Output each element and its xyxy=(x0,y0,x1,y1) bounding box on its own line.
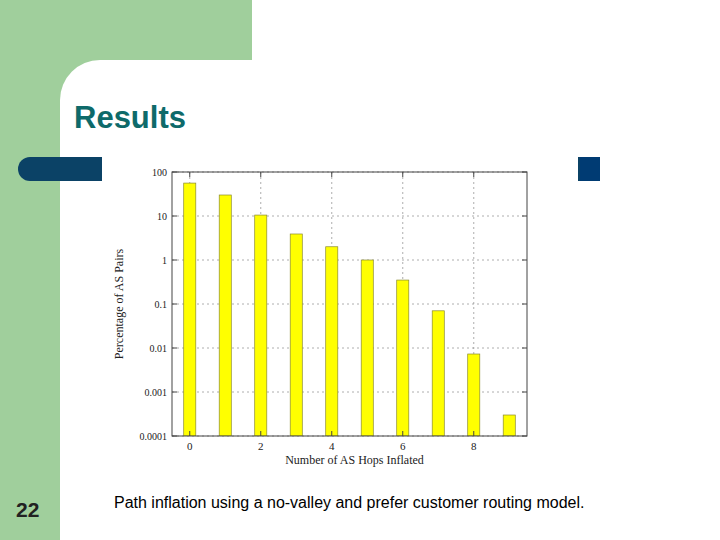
y-tick xyxy=(522,436,527,437)
x-tick-label: 0 xyxy=(187,440,193,452)
bar xyxy=(326,247,338,436)
left-green-bar xyxy=(0,0,60,540)
y-axis-label: Percentage of AS Pairs xyxy=(112,249,126,360)
bar xyxy=(503,415,515,436)
x-tick xyxy=(331,172,332,177)
y-tick xyxy=(172,392,177,393)
bar xyxy=(255,215,267,436)
y-tick-label: 100 xyxy=(152,167,167,178)
y-tick xyxy=(172,216,177,217)
y-tick xyxy=(522,392,527,393)
y-tick xyxy=(522,216,527,217)
x-tick xyxy=(260,172,261,177)
plot-frame xyxy=(172,172,527,436)
bar xyxy=(219,195,231,436)
x-tick xyxy=(473,431,474,436)
bar xyxy=(184,183,196,436)
x-tick-label: 4 xyxy=(329,440,335,452)
slide: Results 22 Path inflation using a no-val… xyxy=(0,0,720,540)
x-tick xyxy=(402,172,403,177)
chart: 0.0001 0.001 0.01 0.1 1 10 100 0 2 4 6 8 Number of A… xyxy=(0,0,720,540)
x-tick-label: 6 xyxy=(400,440,406,452)
bar xyxy=(432,311,444,436)
y-tick-label: 0.001 xyxy=(145,387,168,398)
bar xyxy=(468,354,480,436)
bar xyxy=(290,234,302,436)
y-tick xyxy=(172,348,177,349)
y-tick-label: 0.1 xyxy=(155,299,168,310)
x-axis-label: Number of AS Hops Inflated xyxy=(285,453,424,467)
x-tick xyxy=(189,431,190,436)
x-tick-label: 8 xyxy=(471,440,477,452)
y-tick xyxy=(172,260,177,261)
y-tick xyxy=(522,260,527,261)
x-tick xyxy=(260,431,261,436)
x-tick xyxy=(189,172,190,177)
y-tick-label: 10 xyxy=(157,211,167,222)
y-tick xyxy=(522,348,527,349)
y-tick-label: 0.01 xyxy=(150,343,168,354)
y-tick xyxy=(522,304,527,305)
x-tick-label: 2 xyxy=(258,440,264,452)
y-tick xyxy=(172,304,177,305)
bar xyxy=(361,260,373,436)
y-tick-label: 1 xyxy=(162,255,167,266)
slide-title: Results xyxy=(74,100,186,136)
y-tick xyxy=(172,172,177,173)
x-tick xyxy=(402,431,403,436)
y-tick-label: 0.0001 xyxy=(140,431,168,442)
caption: Path inflation using a no-valley and pre… xyxy=(114,494,584,512)
x-tick xyxy=(473,172,474,177)
bars xyxy=(184,183,516,436)
page-number: 22 xyxy=(16,498,39,522)
y-tick xyxy=(522,172,527,173)
x-tick xyxy=(331,431,332,436)
bar xyxy=(397,280,409,436)
title-rule-square xyxy=(580,157,600,181)
y-tick xyxy=(172,436,177,437)
